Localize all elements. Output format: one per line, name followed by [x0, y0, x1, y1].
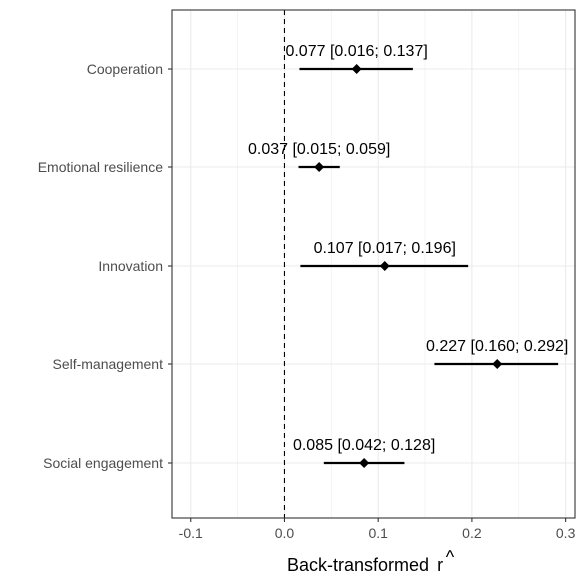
- x-axis-title-text: Back-transformed: [287, 555, 429, 575]
- y-tick-label: Emotional resilience: [38, 159, 163, 175]
- estimate-point: [314, 162, 325, 172]
- plot-border: [171, 9, 576, 519]
- minor-gridlines: [237, 10, 520, 518]
- x-tick-label: 0.2: [462, 525, 482, 541]
- data-label: 0.077 [0.016; 0.137]: [285, 43, 427, 60]
- y-tick-label: Social engagement: [43, 455, 163, 471]
- y-tick-label: Cooperation: [87, 61, 163, 77]
- estimate-point: [351, 64, 362, 74]
- x-axis-title-hat: ^: [446, 547, 455, 567]
- estimate-point: [379, 261, 390, 271]
- y-tick-label: Self-management: [52, 356, 163, 372]
- x-tick-label: 0.1: [368, 525, 388, 541]
- y-axis: Cooperation Emotional resilience Innovatio…: [38, 61, 172, 471]
- x-tick-label: -0.1: [179, 525, 203, 541]
- x-axis: -0.1 0.0 0.1 0.2 0.3: [179, 518, 576, 541]
- data-label: 0.107 [0.017; 0.196]: [314, 240, 456, 257]
- plot-panel: [172, 10, 575, 518]
- estimate-point: [492, 359, 503, 369]
- data-label: 0.037 [0.015; 0.059]: [248, 141, 390, 158]
- x-tick-label: 0.0: [275, 525, 295, 541]
- x-axis-title-symbol: r: [437, 555, 443, 575]
- estimate-point: [359, 458, 370, 468]
- data-label: 0.227 [0.160; 0.292]: [426, 338, 568, 355]
- y-tick-label: Innovation: [98, 258, 163, 274]
- x-tick-label: 0.3: [556, 525, 576, 541]
- data-label: 0.085 [0.042; 0.128]: [293, 437, 435, 454]
- x-axis-title: Back-transformed r: [287, 555, 443, 575]
- estimate-marks: 0.077 [0.016; 0.137] 0.037 [0.015; 0.059]…: [248, 43, 568, 468]
